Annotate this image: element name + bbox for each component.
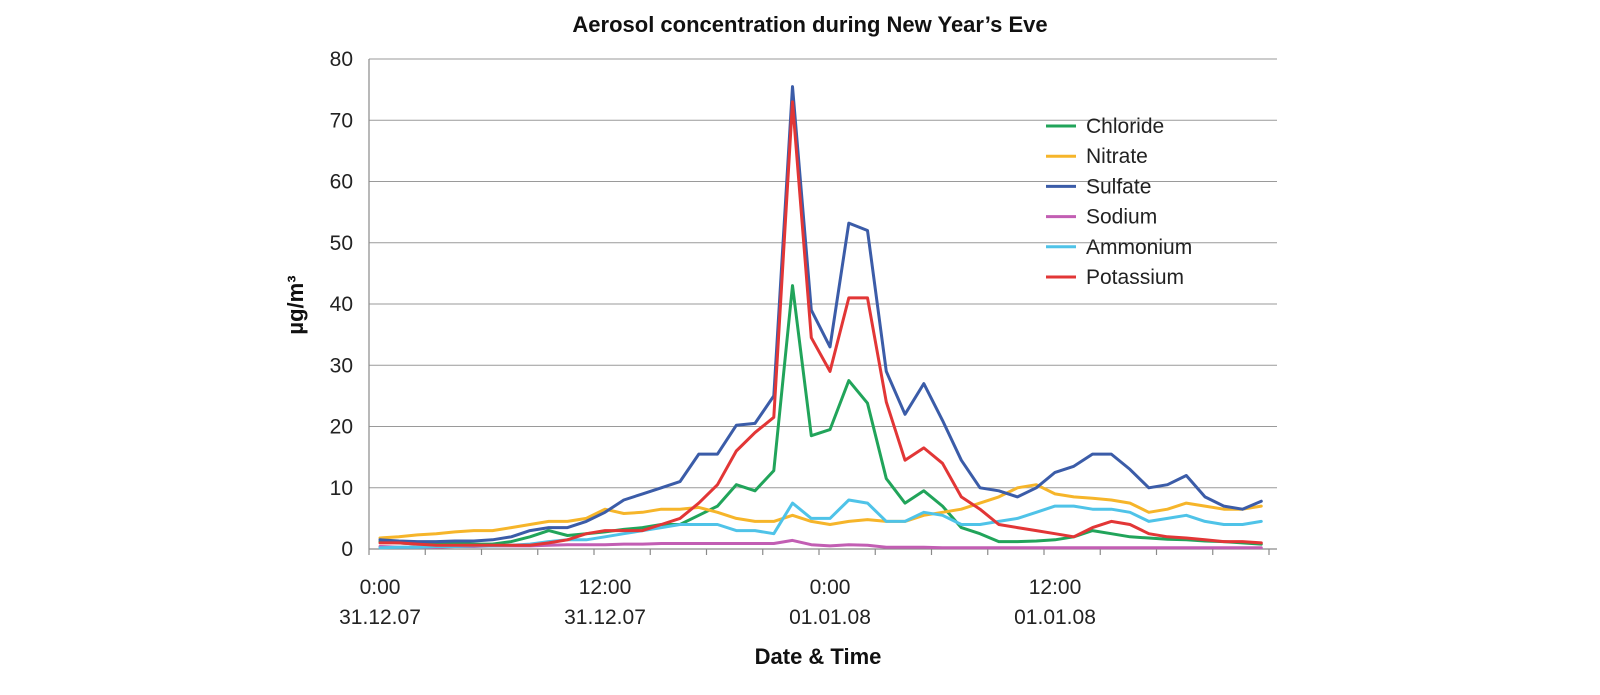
series-line-sulfate: [378, 85, 1263, 544]
y-tick-label: 20: [330, 416, 353, 439]
y-tick-label: 40: [330, 293, 353, 316]
series-line-chloride: [378, 284, 1263, 546]
x-tick-sublabel: 31.12.07: [339, 606, 421, 629]
legend-label-chloride: Chloride: [1086, 115, 1164, 138]
series-line-nitrate: [378, 483, 1263, 540]
legend-label-nitrate: Nitrate: [1086, 145, 1148, 168]
series-lines: [378, 85, 1263, 550]
x-tick-label: 12:00: [1029, 576, 1082, 599]
legend-label-potassium: Potassium: [1086, 266, 1184, 289]
x-tick-label: 0:00: [810, 576, 851, 599]
x-tick-sublabel: 01.01.08: [1014, 606, 1096, 629]
chart-title: Aerosol concentration during New Year’s …: [572, 12, 1047, 37]
y-tick-label: 60: [330, 171, 353, 194]
gridlines: [369, 58, 1277, 489]
legend-label-sulfate: Sulfate: [1086, 175, 1151, 198]
y-tick-label: 50: [330, 232, 353, 255]
legend: Chloride Nitrate Sulfate Sodium Ammonium Pota…: [1046, 115, 1192, 289]
y-axis-title: µg/m³: [283, 275, 308, 334]
y-tick-label: 10: [330, 477, 353, 500]
x-tick-label: 12:00: [579, 576, 632, 599]
y-tick-label: 30: [330, 354, 353, 377]
x-tick-sublabel: 31.12.07: [564, 606, 646, 629]
y-tick-label: 80: [330, 48, 353, 71]
y-tick-label: 70: [330, 109, 353, 132]
legend-label-ammonium: Ammonium: [1086, 236, 1192, 259]
x-tick-label: 0:00: [360, 576, 401, 599]
axes: 0 10 20 30 40 50 60 70 80 0:00 31.12.07 12:00 31.12.…: [330, 48, 1277, 629]
legend-label-sodium: Sodium: [1086, 206, 1157, 229]
y-tick-label: 0: [341, 538, 353, 561]
series-line-potassium: [378, 100, 1263, 547]
x-tick-sublabel: 01.01.08: [789, 606, 871, 629]
x-axis-title: Date & Time: [755, 644, 882, 669]
